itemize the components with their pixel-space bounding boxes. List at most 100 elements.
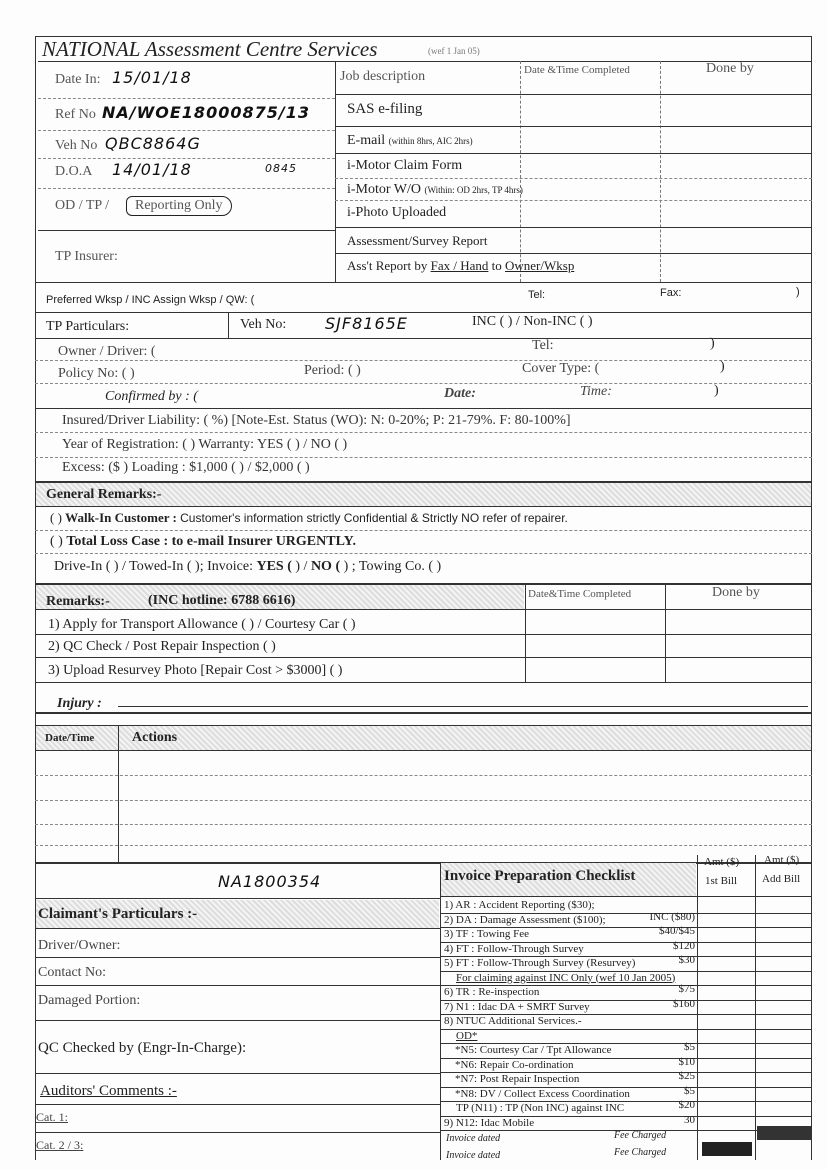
- bracket: ): [796, 286, 800, 298]
- handwritten-ref: NA1800354: [218, 872, 322, 891]
- walk-in-customer-option[interactable]: ( ) Walk-In Customer : Customer's inform…: [50, 510, 568, 526]
- report-to: to: [491, 258, 502, 273]
- period-field[interactable]: Period: ( ): [304, 363, 361, 378]
- checklist-amount: $5: [684, 1041, 695, 1053]
- checklist-amount: $120: [673, 939, 695, 952]
- scan-smudge: [702, 1142, 752, 1156]
- remarks-done-by-header: Done by: [712, 585, 760, 600]
- veh-no-label: Veh No: [55, 138, 98, 153]
- checklist-item: TP (N11) : TP (Non INC) against INC: [456, 1102, 625, 1114]
- checkbox-bracket[interactable]: ( ): [50, 510, 62, 525]
- doa-value[interactable]: 14/01/18: [112, 160, 192, 179]
- drive-in-invoice-row[interactable]: Drive-In ( ) / Towed-In ( ); Invoice: YE…: [54, 559, 441, 575]
- checklist-item: 8) NTUC Additional Services.-: [444, 1015, 582, 1027]
- fee-charged-label: Fee Charged: [614, 1130, 667, 1141]
- checklist-title: Invoice Preparation Checklist: [444, 868, 636, 884]
- checklist-item: 9) N12: Idac Mobile: [444, 1116, 535, 1129]
- report-prefix: Ass't Report by: [347, 258, 428, 273]
- date-in-value[interactable]: 15/01/18: [112, 68, 192, 87]
- walk-in-note: Customer's information strictly Confiden…: [180, 511, 568, 525]
- checklist-item: 6) TR : Re-inspection: [444, 986, 540, 998]
- checklist-item: *N6: Repair Co-ordination: [455, 1058, 574, 1071]
- remarks-date-header: Date&Time Completed: [528, 588, 632, 600]
- checklist-amount: 30: [684, 1113, 695, 1126]
- invoice-no[interactable]: NO (: [310, 559, 341, 574]
- policy-no-field[interactable]: Policy No: ( ): [58, 366, 135, 381]
- done-by-header: Done by: [706, 61, 754, 76]
- checklist-item: 4) FT : Follow-Through Survey: [444, 942, 584, 955]
- divider: [38, 61, 812, 62]
- ref-no-value[interactable]: NA/WOE18000875/13: [102, 103, 310, 122]
- tp-veh-no-label: Veh No:: [240, 317, 287, 332]
- checklist-amount: $40/$45: [658, 925, 695, 937]
- general-remarks-label: General Remarks:-: [46, 487, 162, 502]
- confirmed-by-field[interactable]: Confirmed by : (: [105, 389, 198, 404]
- job-label: E-mail: [347, 133, 386, 148]
- bracket: ): [710, 336, 715, 351]
- qc-checked-field[interactable]: QC Checked by (Engr-In-Charge):: [38, 1040, 247, 1056]
- divider: [440, 985, 812, 986]
- tp-veh-no-value[interactable]: SJF8165E: [325, 314, 408, 333]
- driver-owner-field[interactable]: Driver/Owner:: [38, 938, 121, 953]
- divider: [440, 1130, 812, 1131]
- job-note: (Within: OD 2hrs, TP 4hrs): [424, 185, 523, 195]
- divider: [440, 1101, 812, 1102]
- divider: [440, 941, 812, 943]
- bracket: ): [714, 383, 719, 398]
- checklist-amount: $160: [673, 997, 695, 1010]
- checklist-amount: $75: [678, 983, 696, 995]
- damaged-portion-field[interactable]: Damaged Portion:: [38, 993, 141, 1008]
- actions-header: Actions: [132, 730, 178, 745]
- inc-option[interactable]: INC ( ) / Non-INC ( ): [472, 314, 593, 329]
- towing-co-field[interactable]: ) ; Towing Co. ( ): [340, 559, 442, 574]
- checklist-amount: $30: [678, 954, 696, 966]
- divider: [335, 61, 336, 282]
- owner-driver-field[interactable]: Owner / Driver: (: [58, 344, 156, 359]
- veh-no-value[interactable]: QBC8864G: [105, 134, 201, 153]
- year-warranty-field[interactable]: Year of Registration: ( ) Warranty: YES …: [62, 437, 348, 452]
- divider: [35, 282, 812, 283]
- invoice-dated-label: Invoice dated: [446, 1150, 501, 1161]
- cat-2-3-field[interactable]: Cat. 2 / 3:: [36, 1138, 84, 1152]
- amt-1st-bill-header: Amt ($): [704, 856, 740, 868]
- checklist-amount: $5: [684, 1084, 695, 1097]
- tp-insurer-label: TP Insurer:: [55, 249, 118, 264]
- contact-no-field[interactable]: Contact No:: [38, 965, 107, 980]
- inc-hotline: (INC hotline: 6788 6616): [148, 593, 296, 608]
- amt-add-bill-header: Add Bill: [762, 873, 801, 885]
- job-label: i-Motor W/O: [347, 182, 422, 197]
- excess-loading-field[interactable]: Excess: ($ ) Loading : $1,000 ( ) / $2,0…: [62, 460, 310, 475]
- job-report-delivery: Ass't Report by Fax / Hand to Owner/Wksp: [347, 258, 574, 274]
- remarks-label: Remarks:-: [46, 594, 110, 609]
- remarks-item[interactable]: 3) Upload Resurvey Photo [Repair Cost > …: [48, 663, 343, 678]
- job-note: (within 8hrs, AIC 2hrs): [388, 136, 473, 146]
- cat-1-field[interactable]: Cat. 1:: [36, 1110, 68, 1124]
- job-imotor-claim: i-Motor Claim Form: [347, 158, 463, 173]
- doa-time[interactable]: 0845: [265, 162, 297, 175]
- checkbox-bracket[interactable]: ( ): [50, 534, 63, 549]
- divider: [440, 970, 812, 972]
- invoice-yes[interactable]: YES (: [256, 559, 292, 574]
- remarks-item[interactable]: 1) Apply for Transport Allowance ( ) / C…: [48, 617, 356, 632]
- cover-type-field[interactable]: Cover Type: (: [522, 361, 600, 376]
- date-completed-header: Date &Time Completed: [524, 64, 630, 76]
- total-loss-option[interactable]: ( ) Total Loss Case : to e-mail Insurer …: [50, 534, 356, 550]
- checklist-item: *N8: DV / Collect Excess Coordination: [455, 1087, 630, 1100]
- job-iphoto: i-Photo Uploaded: [347, 205, 447, 220]
- preferred-wksp: Preferred Wksp / INC Assign Wksp / QW: (: [46, 294, 255, 306]
- confirmed-time-label: Time:: [580, 384, 612, 399]
- amt-1st-bill-header: 1st Bill: [705, 875, 738, 887]
- owner-tel-field[interactable]: Tel:: [532, 338, 554, 353]
- invoice-dated-label: Invoice dated: [446, 1133, 501, 1144]
- checklist-item: *N5: Courtesy Car / Tpt Allowance: [455, 1044, 612, 1056]
- reporting-only-option[interactable]: Reporting Only: [126, 196, 232, 216]
- actions-datetime-header: Date/Time: [45, 732, 95, 744]
- liability-field[interactable]: Insured/Driver Liability: ( %) [Note-Est…: [62, 413, 571, 428]
- divider: [440, 1014, 812, 1015]
- remarks-item[interactable]: 2) QC Check / Post Repair Inspection ( ): [48, 639, 276, 654]
- job-header: Job description: [340, 69, 426, 84]
- claimant-particulars-label: Claimant's Particulars :-: [38, 906, 198, 922]
- divider: [440, 927, 812, 928]
- separator: ) /: [291, 559, 308, 574]
